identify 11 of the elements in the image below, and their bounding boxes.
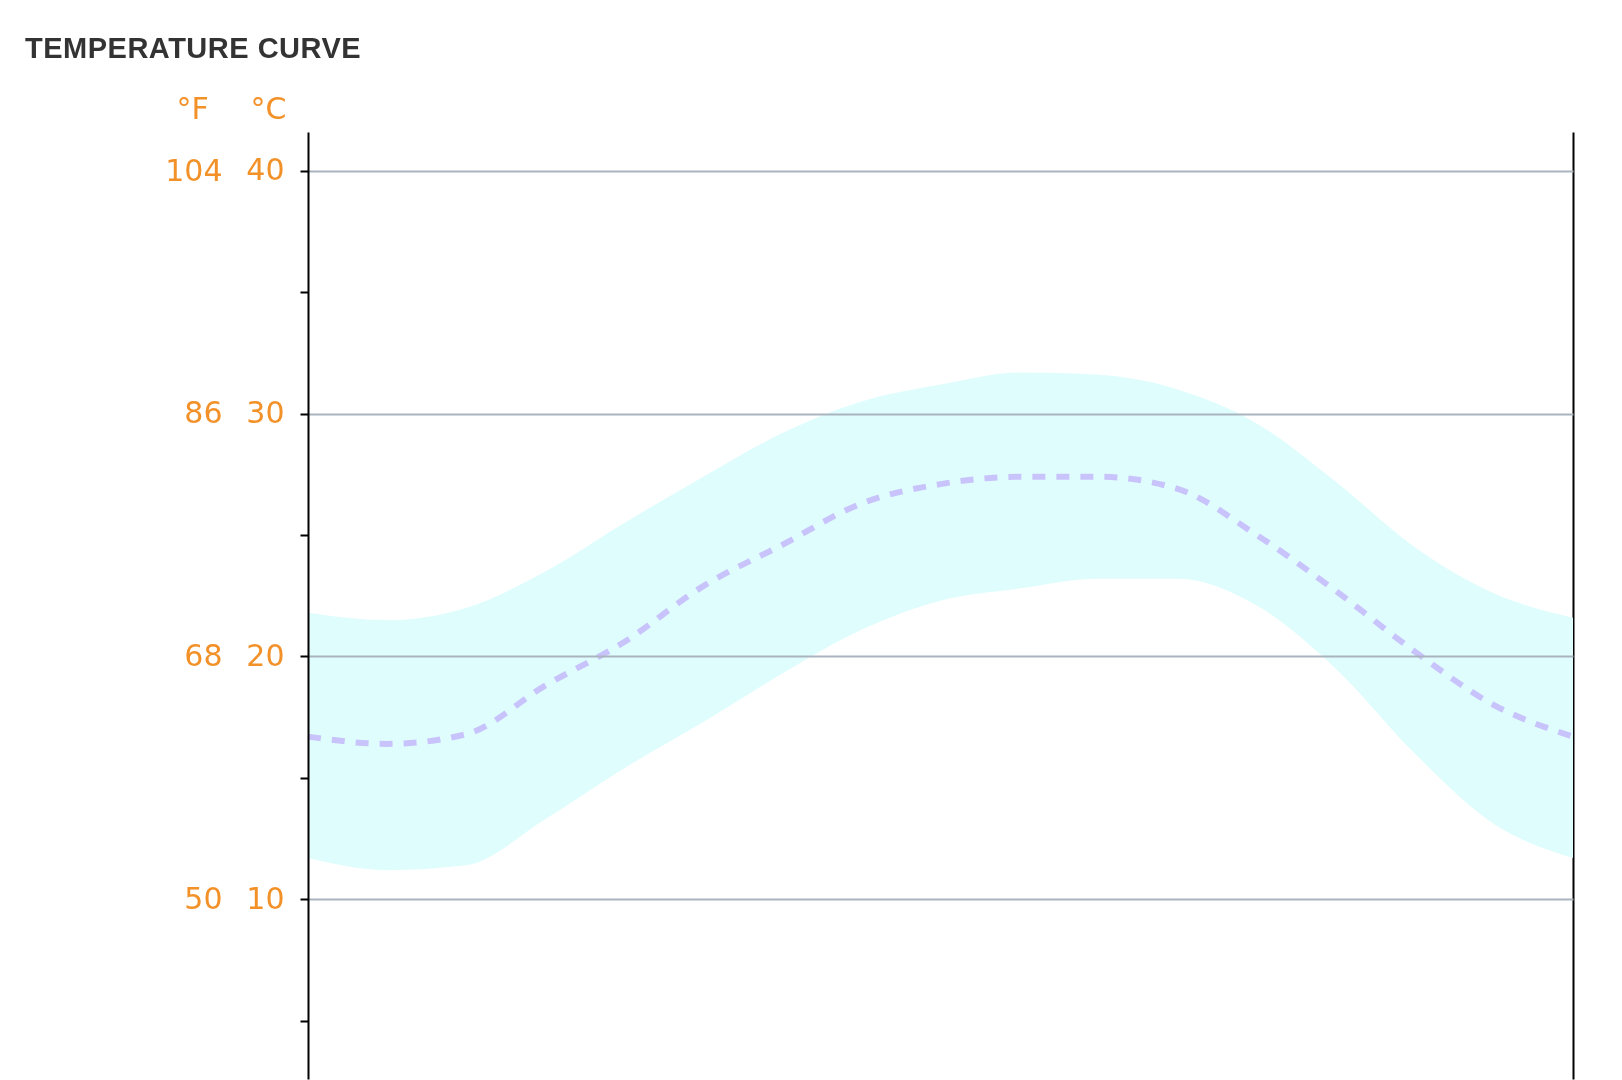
chart-title: TEMPERATURE CURVE <box>25 32 362 65</box>
y-tick-label: 10 <box>246 880 285 916</box>
y2-tick-label: 104 <box>165 152 223 188</box>
y2-tick-label: 86 <box>184 395 223 431</box>
y2-axis-title: °F <box>176 90 209 126</box>
y2-tick-label: 50 <box>184 881 223 917</box>
y-tick-label: 40 <box>246 152 285 188</box>
y2-tick-label: 68 <box>184 638 223 674</box>
y-tick-label: 30 <box>246 395 285 431</box>
y-tick-label: 20 <box>246 637 285 673</box>
y-axis-title: °C <box>250 90 287 126</box>
